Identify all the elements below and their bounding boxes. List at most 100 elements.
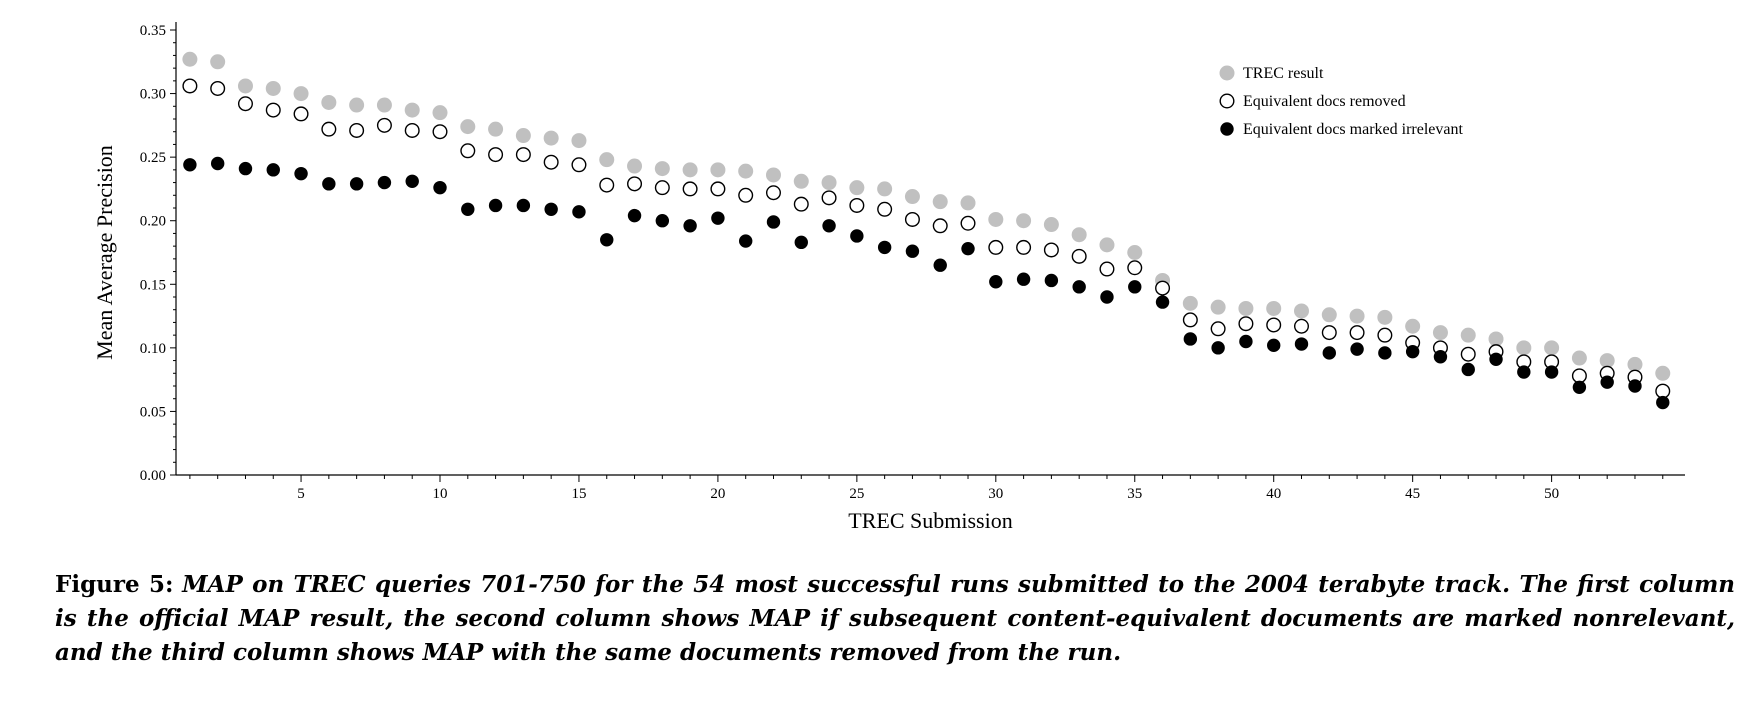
data-point (1071, 227, 1087, 243)
y-tick-label: 0.20 (140, 214, 166, 230)
data-point (182, 78, 198, 94)
caption-label: Figure 5: (55, 571, 174, 598)
data-point (515, 128, 531, 144)
data-point (376, 97, 392, 113)
data-point (822, 219, 836, 233)
data-point (1127, 245, 1143, 260)
data-point (682, 162, 698, 178)
data-point (904, 189, 920, 205)
data-point (238, 161, 253, 176)
data-point (877, 181, 893, 197)
data-point (1239, 334, 1253, 349)
data-point (1460, 346, 1476, 362)
data-point (1210, 321, 1226, 337)
data-point (432, 105, 448, 121)
axes: 0.00 0.05 0.10 0.15 0.20 0.25 0.30 0.35 5 10 15 20 2… (140, 22, 1685, 502)
data-point (655, 214, 670, 228)
data-point (293, 86, 309, 102)
data-point (627, 176, 643, 192)
data-point (237, 78, 253, 94)
data-point (1488, 331, 1504, 347)
data-point (210, 80, 226, 96)
data-point (627, 158, 643, 174)
data-point (1211, 341, 1225, 355)
data-point (821, 190, 837, 206)
data-point (432, 124, 448, 140)
data-point (1377, 309, 1393, 325)
data-point (1321, 307, 1337, 323)
x-tick-label: 30 (988, 486, 1003, 502)
data-point (1016, 239, 1032, 255)
data-point (460, 119, 476, 135)
data-point (710, 162, 726, 178)
data-point (1517, 365, 1531, 379)
data-point (710, 181, 726, 197)
y-tick-label: 0.00 (140, 468, 166, 484)
legend-marker (1219, 93, 1235, 109)
data-point (1544, 365, 1559, 379)
y-tick-label: 0.35 (140, 23, 166, 39)
data-point (377, 175, 392, 190)
data-point (1044, 273, 1059, 288)
data-point (932, 218, 948, 234)
data-point (1071, 248, 1087, 264)
data-point (1155, 295, 1170, 309)
data-point (933, 258, 947, 272)
data-point (1128, 280, 1142, 294)
x-tick-label: 45 (1405, 486, 1420, 502)
data-point (988, 211, 1004, 227)
data-point (1432, 325, 1448, 341)
data-point (988, 239, 1004, 255)
data-point (1489, 352, 1503, 366)
data-point (1238, 316, 1254, 332)
data-point (265, 80, 281, 96)
data-point (1377, 327, 1393, 343)
data-point (1100, 290, 1114, 304)
data-point (488, 121, 504, 137)
data-point (543, 154, 559, 170)
data-point (1600, 375, 1614, 389)
data-point (460, 143, 476, 159)
y-tick-label: 0.30 (140, 87, 166, 103)
legend: TREC result Equivalent docs removed Equiva… (1219, 65, 1463, 138)
data-point (793, 173, 809, 189)
x-tick-label: 20 (710, 486, 725, 502)
data-point (850, 229, 864, 243)
data-point (904, 211, 920, 227)
data-point (182, 51, 198, 67)
x-tick-label: 15 (571, 486, 586, 502)
data-point (1599, 353, 1615, 369)
data-point (1350, 342, 1364, 356)
data-point (1628, 379, 1642, 393)
legend-label: TREC result (1243, 65, 1324, 82)
data-point (1043, 242, 1059, 258)
data-point (877, 240, 892, 255)
data-point (1182, 295, 1198, 311)
data-point (294, 166, 308, 181)
data-point (738, 163, 754, 179)
data-point (1627, 356, 1643, 372)
data-point (1405, 344, 1420, 359)
data-point (349, 177, 364, 191)
data-point (1321, 325, 1337, 341)
data-point (1266, 300, 1282, 316)
data-point (210, 156, 225, 171)
caption-text: MAP on TREC queries 701-750 for the 54 m… (55, 571, 1735, 666)
data-point (600, 233, 614, 247)
data-point (960, 215, 976, 231)
data-point (932, 194, 948, 210)
data-point (266, 163, 280, 177)
data-point (515, 147, 531, 163)
data-point (1322, 346, 1336, 360)
data-point (766, 215, 781, 229)
series-3 (183, 156, 1670, 410)
x-tick-label: 10 (433, 486, 448, 502)
data-point (183, 158, 197, 172)
data-point (1099, 261, 1115, 277)
data-point (794, 235, 808, 250)
y-tick-label: 0.25 (140, 150, 166, 166)
data-point (1016, 272, 1031, 286)
data-point (683, 219, 697, 233)
data-point (1544, 340, 1560, 356)
data-point (293, 106, 309, 122)
